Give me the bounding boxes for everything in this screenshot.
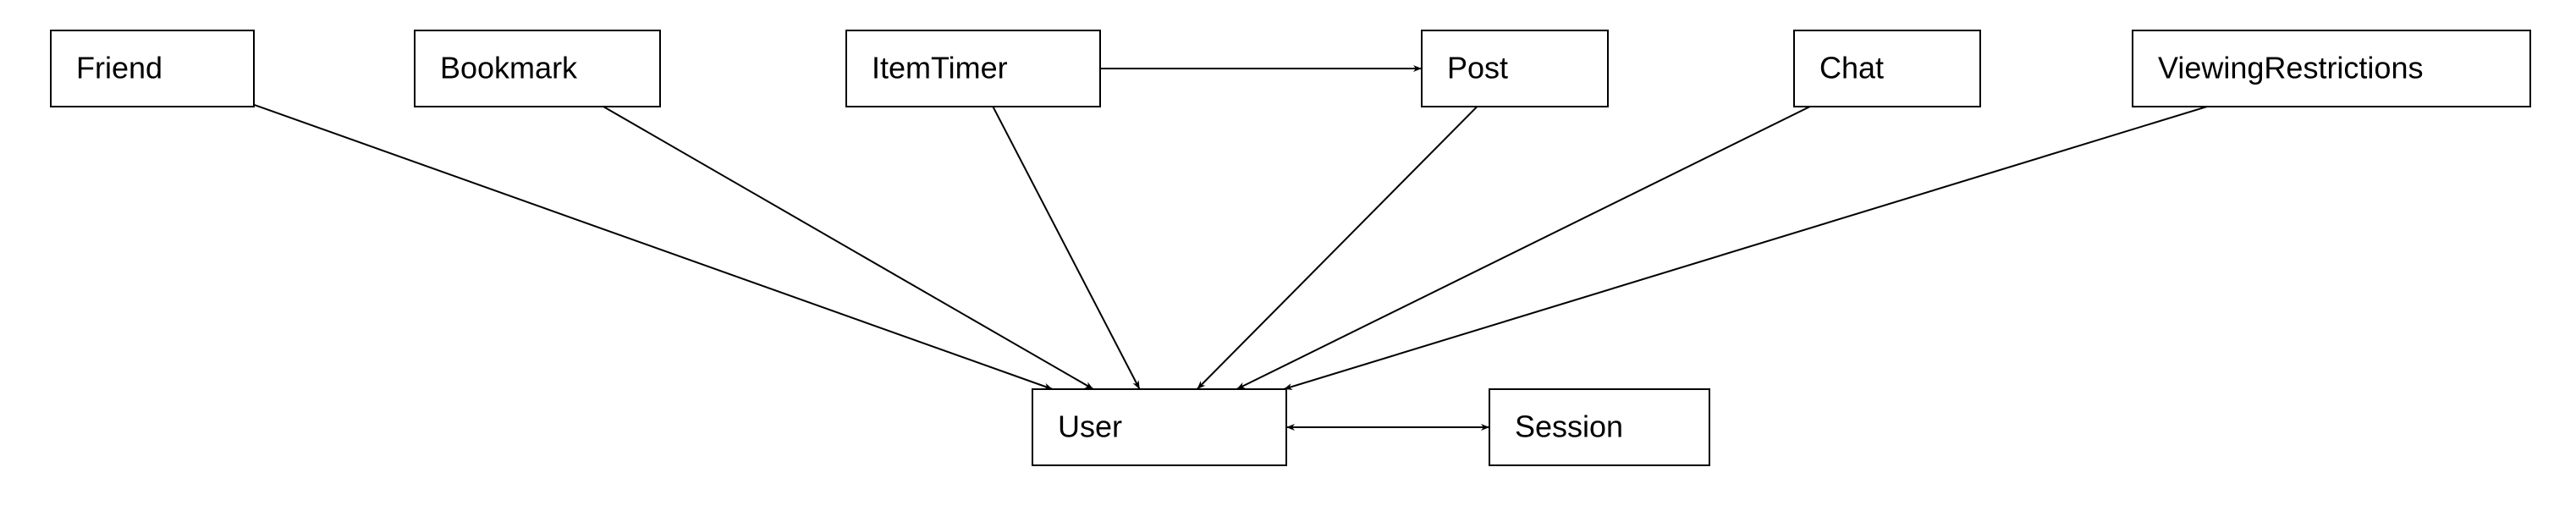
edge-friend-user [254,105,1053,389]
node-session-label: Session [1515,409,1623,444]
node-friend: Friend [51,30,254,107]
node-bookmark-label: Bookmark [440,51,578,85]
edge-itemtimer-user [993,107,1139,389]
edge-post-user [1197,107,1478,389]
node-itemtimer-label: ItemTimer [872,51,1008,85]
edges-layer [254,69,2207,427]
nodes-layer: Friend Bookmark ItemTimer Post Chat ViewingRe… [51,30,2530,465]
node-user: User [1032,389,1286,465]
node-user-label: User [1058,409,1122,444]
node-session: Session [1489,389,1709,465]
node-chat-label: Chat [1819,51,1884,85]
edge-bookmark-user [603,107,1093,389]
node-viewing: ViewingRestrictions [2133,30,2530,107]
diagram-canvas: Friend Bookmark ItemTimer Post Chat ViewingRe… [0,0,2576,511]
node-chat: Chat [1794,30,1980,107]
node-viewing-label: ViewingRestrictions [2158,51,2423,85]
edge-chat-user [1236,107,1809,389]
node-post-label: Post [1447,51,1508,85]
node-bookmark: Bookmark [415,30,660,107]
node-post: Post [1422,30,1608,107]
node-itemtimer: ItemTimer [846,30,1100,107]
node-friend-label: Friend [76,51,162,85]
edge-viewing-user [1284,107,2207,389]
